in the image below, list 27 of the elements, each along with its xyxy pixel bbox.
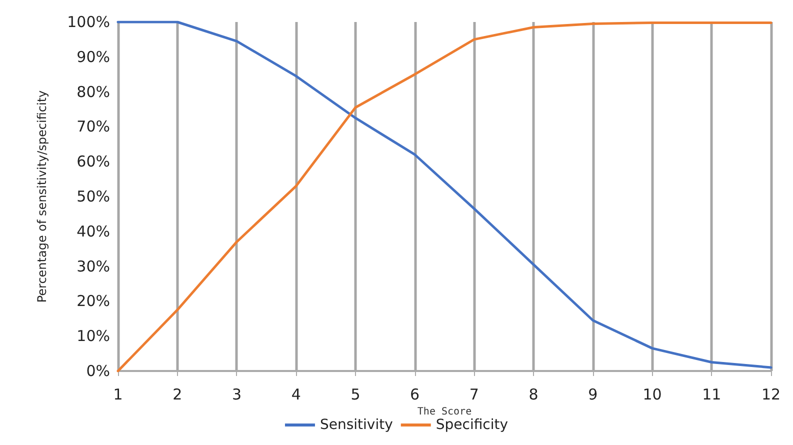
y-tick-label: 80% <box>76 82 110 101</box>
legend-label: Sensitivity <box>320 417 393 433</box>
y-tick-label: 70% <box>76 118 110 136</box>
x-tick-label: 5 <box>350 386 360 404</box>
x-tick-label: 1 <box>113 386 123 404</box>
y-tick-label: 0% <box>86 362 110 380</box>
x-tick-label: 10 <box>642 386 662 404</box>
x-tick-label: 8 <box>528 386 538 404</box>
x-tick-label: 7 <box>469 386 479 404</box>
y-tick-label: 50% <box>76 188 110 206</box>
y-tick-label: 100% <box>67 13 110 31</box>
x-tick-label: 12 <box>761 386 781 404</box>
x-tick-label: 4 <box>291 386 301 404</box>
x-tick-label: 2 <box>172 386 182 404</box>
x-axis-title: The Score <box>417 406 472 418</box>
legend-label: Specificity <box>436 417 508 433</box>
y-tick-label: 40% <box>76 222 110 240</box>
x-tick-label: 11 <box>702 386 722 404</box>
y-tick-label: 90% <box>76 48 110 66</box>
y-tick-label: 30% <box>76 257 110 276</box>
y-tick-label: 60% <box>76 152 110 171</box>
y-tick-label: 20% <box>76 292 110 310</box>
x-tick-label: 6 <box>410 386 420 404</box>
x-tick-label: 3 <box>232 386 242 404</box>
x-tick-label: 9 <box>588 386 598 404</box>
y-tick-label: 10% <box>76 327 110 346</box>
y-axis-title: Percentage of sensitivity/specificity <box>35 90 49 303</box>
